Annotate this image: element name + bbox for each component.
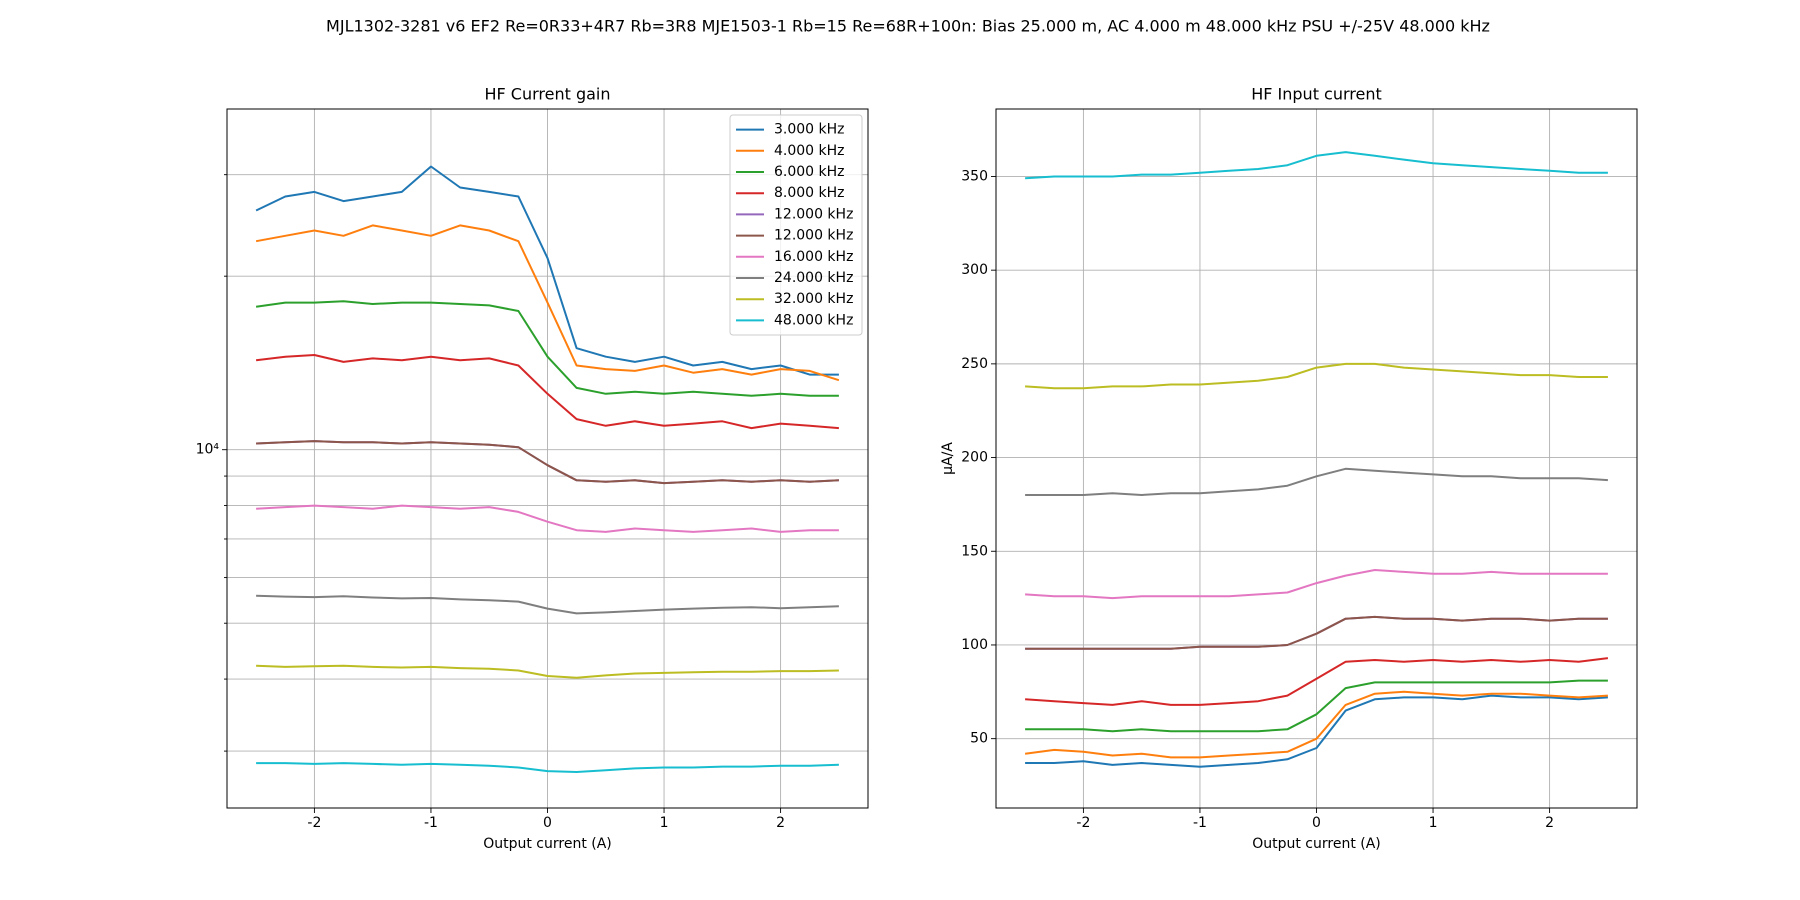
y-tick-label: 150 <box>961 543 988 559</box>
series-line <box>1025 151 1608 180</box>
series-line <box>1025 362 1608 390</box>
y-tick-label: 250 <box>961 356 988 372</box>
series-line <box>1024 690 1608 759</box>
series-line <box>255 300 839 397</box>
legend-label: 12.000 kHz <box>774 228 853 244</box>
x-axis-label: Output current (A) <box>1252 836 1381 852</box>
axes-frame <box>995 108 1638 809</box>
x-tick-label: -2 <box>1076 815 1090 831</box>
series-line <box>256 664 839 679</box>
axes-title: HF Current gain <box>484 85 610 104</box>
x-tick-label: 2 <box>776 815 785 831</box>
x-tick-label: 2 <box>1545 815 1554 831</box>
y-tick-label: 350 <box>961 168 988 184</box>
x-tick-label: 1 <box>1429 815 1438 831</box>
series-line <box>255 354 839 430</box>
series-line <box>255 224 840 382</box>
y-tick-label: 50 <box>970 731 988 747</box>
plot-area <box>1024 151 1609 768</box>
series-line <box>1025 615 1608 650</box>
legend-label: 24.000 kHz <box>774 270 853 286</box>
series-line <box>256 594 839 615</box>
x-tick-label: 1 <box>660 815 669 831</box>
x-tick-label: 0 <box>1312 815 1321 831</box>
series-line <box>1025 694 1608 768</box>
y-tick-label: 300 <box>961 262 988 278</box>
x-axis-label: Output current (A) <box>483 836 612 852</box>
series-line <box>1025 657 1609 706</box>
legend-box <box>729 114 863 336</box>
x-tick-label: -1 <box>1193 815 1207 831</box>
series-line <box>1025 569 1608 600</box>
legend-label: 4.000 kHz <box>774 143 845 159</box>
y-tick-label: 10⁴ <box>196 442 220 458</box>
legend-label: 48.000 kHz <box>774 312 853 328</box>
legend-label: 12.000 kHz <box>774 206 853 222</box>
series-line <box>1025 467 1608 496</box>
series-line <box>256 440 839 485</box>
y-tick-label: 100 <box>961 637 988 653</box>
legend-label: 3.000 kHz <box>774 122 845 138</box>
plot-area <box>255 165 840 773</box>
series-line <box>255 165 839 376</box>
axes-title: HF Input current <box>1251 85 1382 104</box>
y-axis-label: μA/A <box>940 442 956 475</box>
series-line <box>1025 679 1608 733</box>
legend-label: 8.000 kHz <box>774 185 845 201</box>
x-tick-label: 0 <box>543 815 552 831</box>
y-tick-label: 200 <box>961 450 988 466</box>
figure-title: MJL1302-3281 v6 EF2 Re=0R33+4R7 Rb=3R8 M… <box>326 17 1490 36</box>
legend-label: 6.000 kHz <box>774 164 845 180</box>
series-line <box>256 762 839 773</box>
legend-label: 32.000 kHz <box>774 291 853 307</box>
axes-frame <box>226 108 869 809</box>
x-tick-label: -1 <box>424 815 438 831</box>
x-tick-label: -2 <box>307 815 321 831</box>
series-line <box>256 504 839 533</box>
legend-label: 16.000 kHz <box>774 249 853 265</box>
